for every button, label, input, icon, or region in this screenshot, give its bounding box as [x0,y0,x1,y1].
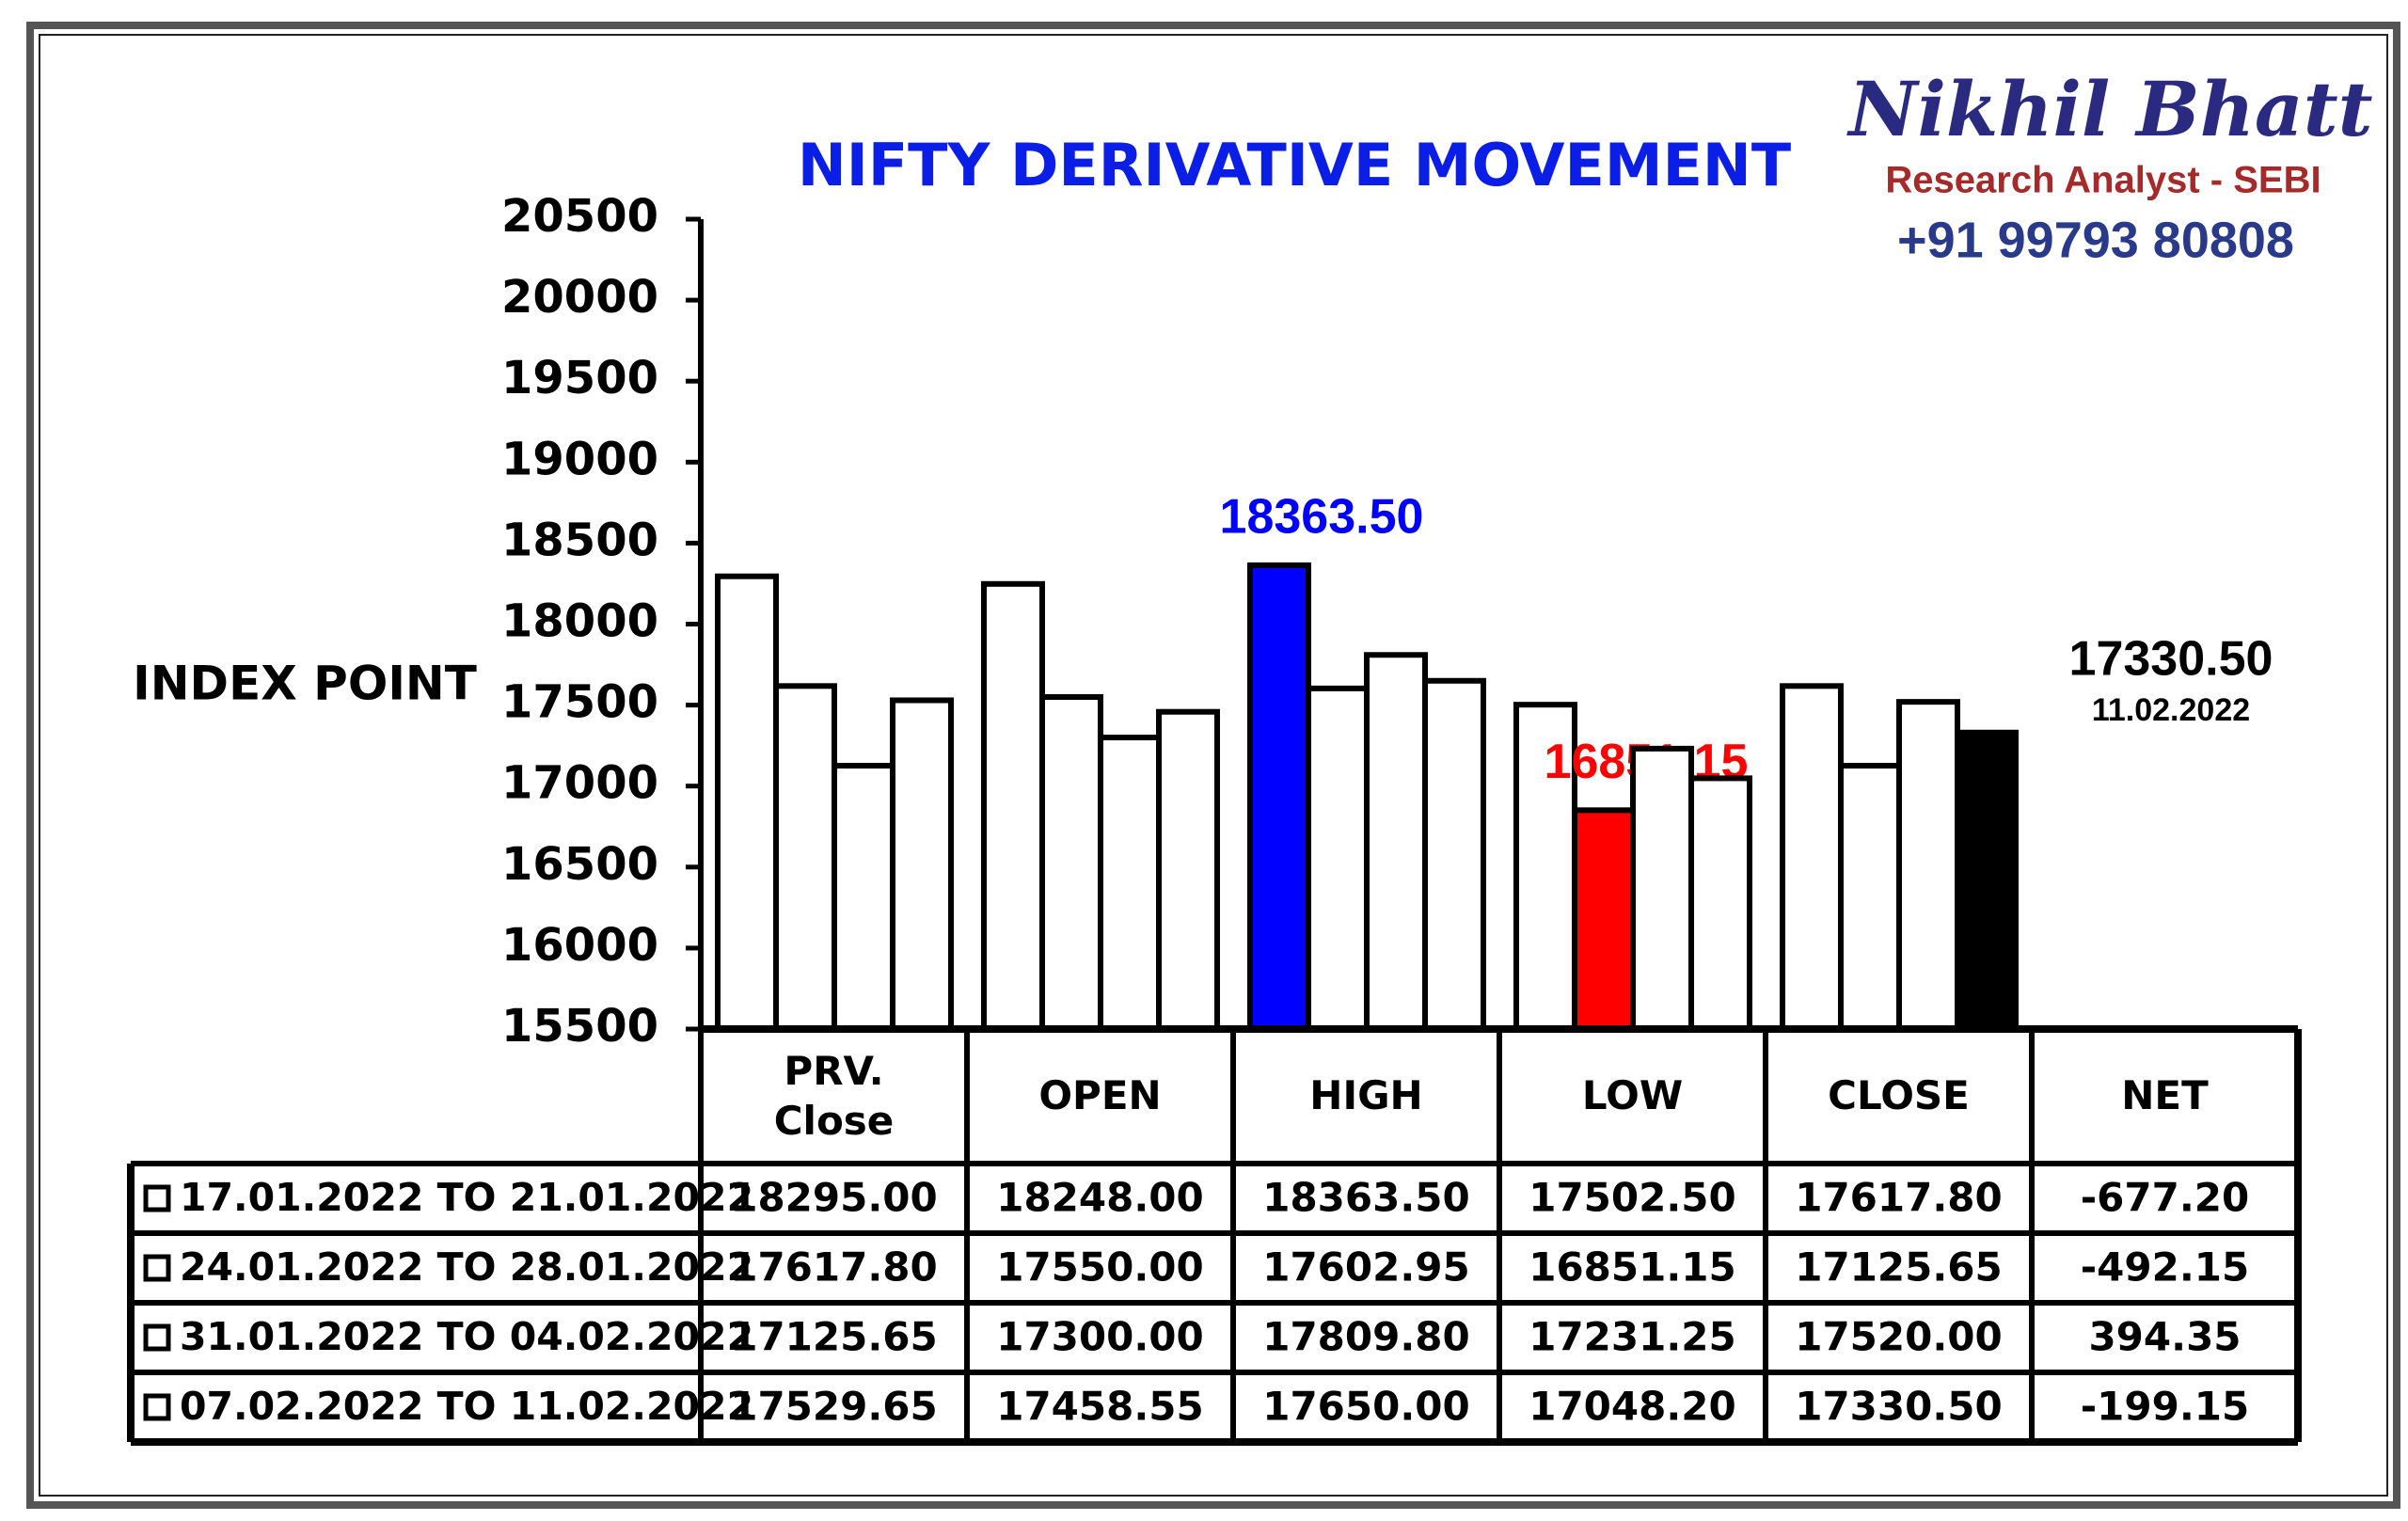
table-cell: 17458.55 [996,1384,1204,1430]
y-tick-label: 16500 [501,838,658,891]
bar [1513,702,1577,1032]
table-cell: 18248.00 [996,1175,1204,1221]
table-cell: 394.35 [2088,1314,2241,1360]
legend-label: 07.02.2022 TO 11.02.2022 [180,1384,753,1429]
table-cell: 17602.95 [1262,1244,1470,1291]
table-cell: 17231.25 [1529,1314,1736,1360]
column-header-text: CLOSE [1828,1072,1970,1119]
y-tick-label: 17500 [501,676,658,729]
column-header: CLOSE [1828,1072,1970,1119]
y-tick-label: 20500 [501,190,658,243]
legend-marker [143,1323,171,1352]
table-cell: 17520.00 [1795,1314,2003,1360]
bar [1896,699,1960,1032]
table-cell: 17529.65 [730,1384,938,1430]
chart-title: NIFTY DERIVATIVE MOVEMENT [798,131,1791,199]
brand-name: Nikhil Bhatt [1846,65,2372,153]
legend-marker [143,1184,171,1212]
bar [1098,735,1162,1032]
bar [773,683,837,1032]
table-cell: 17809.80 [1262,1314,1470,1360]
y-tick-label: 16000 [501,919,658,972]
column-header: LOW [1581,1072,1684,1119]
y-tick-label: 19500 [501,352,658,404]
bar [1306,685,1370,1032]
brand-phone: +91 99793 80808 [1897,212,2294,268]
table-cell: 17502.50 [1529,1175,1736,1221]
table-cell: 17048.20 [1529,1384,1736,1430]
bar [1572,807,1636,1032]
table-cell: -492.15 [2081,1244,2250,1291]
legend-label: 24.01.2022 TO 28.01.2022 [180,1244,753,1290]
column-header: HIGH [1309,1072,1423,1119]
bar [1247,562,1311,1032]
annotation: 17330.50 [2069,632,2273,687]
bar [1780,683,1844,1032]
bar [715,573,779,1032]
annotation-date: 11.02.2022 [2092,692,2250,728]
bar [890,697,954,1032]
y-tick-label: 15500 [501,1000,658,1053]
table-cell: 17300.00 [996,1314,1204,1360]
bar [1364,652,1428,1032]
y-axis-label: INDEX POINT [133,657,477,711]
table-cell: 18363.50 [1262,1175,1470,1221]
table-cell: 18295.00 [730,1175,938,1221]
bar [981,580,1045,1032]
bar [1838,763,1902,1032]
legend-label: 31.01.2022 TO 04.02.2022 [180,1314,753,1359]
column-header-text: OPEN [1038,1072,1162,1119]
table-cell: -677.20 [2081,1175,2250,1221]
outer-border [26,22,2400,1509]
table-cell: -199.15 [2081,1384,2250,1430]
column-header: OPEN [1038,1072,1162,1119]
legend-marker [143,1254,171,1282]
y-tick-label: 18500 [501,514,658,566]
table-cell: 17617.80 [730,1244,938,1291]
bar [1688,775,1752,1032]
bar [1630,745,1694,1032]
legend-marker [143,1393,171,1421]
bar [1156,708,1220,1032]
table-cell: 17125.65 [730,1314,938,1360]
table-cell: 17550.00 [996,1244,1204,1291]
column-header-text: LOW [1581,1072,1684,1119]
y-tick-label: 19000 [501,433,658,485]
table-cell: 17650.00 [1262,1384,1470,1430]
column-header-text: HIGH [1309,1072,1423,1119]
table-cell: 16851.15 [1529,1244,1736,1291]
y-tick-label: 20000 [501,271,658,324]
brand-role: Research Analyst - SEBI [1885,160,2321,201]
table-cell: 17617.80 [1795,1175,2003,1221]
bar [1422,677,1486,1033]
column-header: NET [2121,1072,2209,1119]
table-cell: 17125.65 [1795,1244,2003,1291]
bar [832,763,895,1032]
bar [1955,729,2019,1032]
inner-border [39,34,2388,1497]
column-header-text: PRV. Close [773,1048,895,1144]
annotation: 18363.50 [1220,490,1424,545]
bar [1039,693,1103,1032]
column-header-text: NET [2121,1072,2209,1119]
column-header: PRV. Close [773,1048,895,1144]
y-tick-label: 18000 [501,595,658,648]
table-cell: 17330.50 [1795,1384,2003,1430]
y-tick-label: 17000 [501,757,658,810]
legend-label: 17.01.2022 TO 21.01.2022 [180,1175,753,1220]
